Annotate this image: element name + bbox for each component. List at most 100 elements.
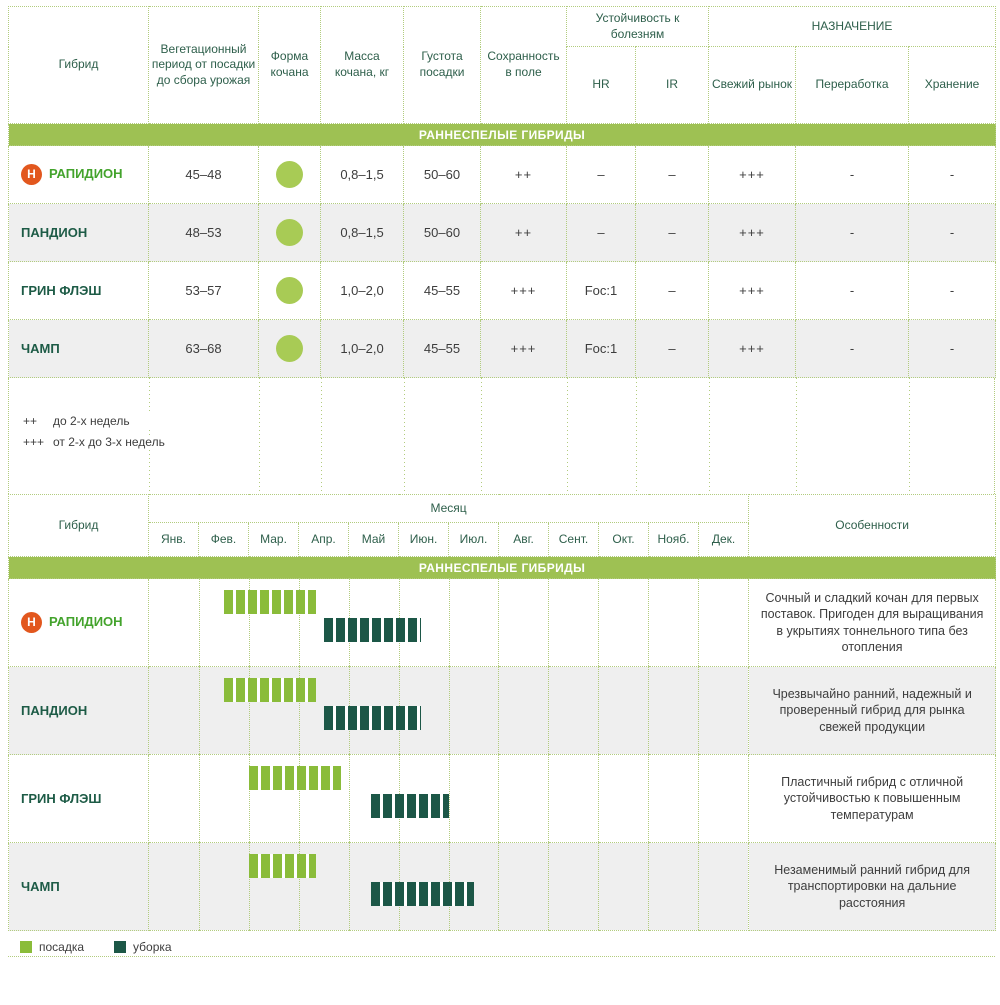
legend-text: от 2-х до 3-х недель (53, 435, 165, 449)
col-header-ir: IR (634, 46, 710, 124)
planting-bar (223, 678, 317, 702)
features-text: Пластичный гибрид с отличной устойчивост… (748, 754, 997, 843)
month-label: Дек. (697, 522, 750, 557)
hybrid-name-cell: ПАНДИОН (8, 203, 149, 262)
month-label: Нояб. (648, 522, 699, 557)
brand-badge-icon: Н (21, 612, 42, 633)
planting-bar (248, 766, 342, 790)
density-value: 45–55 (403, 319, 481, 378)
keeping-legend: ++ до 2-х недель +++ от 2-х до 3-х недель (8, 378, 995, 494)
harvest-bar (371, 794, 449, 818)
legend-line: ++ до 2-х недель (23, 414, 243, 428)
density-value: 45–55 (403, 261, 481, 320)
month-label: Сент. (548, 522, 599, 557)
col-header-purpose: НАЗНАЧЕНИЕ (708, 6, 997, 47)
planting-swatch-icon (20, 941, 32, 953)
col-header-density: Густота посадки (403, 6, 481, 124)
table-row: Н РАПИДИОН 45–48 0,8–1,5 50–60 ++ – – +++… (8, 145, 997, 204)
shape-cell (258, 145, 321, 204)
col-header-storage: Хранение (908, 46, 997, 124)
month-label: Фев. (198, 522, 249, 557)
processing-value: - (795, 145, 910, 204)
col-header-month: Месяц (147, 494, 750, 523)
calendar-bars (149, 843, 748, 930)
brand-badge-icon: Н (21, 164, 42, 185)
month-label: Май (348, 522, 399, 557)
hybrid-name: ПАНДИОН (21, 703, 88, 718)
legend-marker: ++ (23, 414, 38, 428)
hybrid-name-cell: ГРИН ФЛЭШ (8, 261, 149, 320)
col-header-shape: Форма кочана (258, 6, 321, 124)
calendar-table: Гибрид Месяц Особенности Янв. Фев. Мар. … (7, 494, 997, 931)
legend-item: посадка (20, 940, 84, 954)
density-value: 50–60 (403, 145, 481, 204)
harvest-swatch-icon (114, 941, 127, 953)
keeping-value: ++ (480, 145, 567, 204)
calendar-row: ЧАМП Незаменимый ранний гибрид для транс… (8, 842, 997, 931)
density-value: 50–60 (403, 203, 481, 262)
page-bottom-border (8, 956, 995, 957)
section-header: РАННЕСПЕЛЫЕ ГИБРИДЫ (7, 556, 997, 579)
features-text: Сочный и сладкий кочан для первых постав… (748, 578, 997, 667)
hybrid-name-cell: ПАНДИОН (8, 666, 149, 755)
fresh-market-value: +++ (708, 261, 797, 320)
storage-value: - (908, 319, 997, 378)
hybrid-name-cell: Н РАПИДИОН (8, 578, 149, 667)
month-label: Янв. (148, 522, 199, 557)
hr-value: – (566, 145, 636, 204)
hybrid-name-cell: ЧАМП (8, 319, 149, 378)
hybrid-name: ГРИН ФЛЭШ (21, 283, 102, 298)
month-label: Авг. (498, 522, 549, 557)
processing-value: - (795, 203, 910, 262)
hybrid-name: ГРИН ФЛЭШ (21, 791, 102, 806)
shape-cell (258, 203, 321, 262)
calendar-row: ГРИН ФЛЭШ Пластичный гибрид с отличной у… (8, 754, 997, 843)
col-header-resistance: Устойчивость к болезням (565, 6, 710, 47)
harvest-bar (371, 882, 474, 906)
legend-item: уборка (114, 940, 172, 954)
storage-value: - (908, 145, 997, 204)
hybrid-name: ЧАМП (21, 341, 60, 356)
ir-value: – (634, 261, 710, 320)
round-head-shape-icon (276, 335, 303, 362)
month-label: Окт. (598, 522, 649, 557)
processing-value: - (795, 319, 910, 378)
calendar-months-area (147, 666, 750, 755)
col-header-fresh-market: Свежий рынок (708, 46, 797, 124)
calendar-row: Н РАПИДИОН Сочный и сладкий кочан для пер… (8, 578, 997, 667)
ir-value: – (634, 145, 710, 204)
month-label: Июл. (448, 522, 499, 557)
mass-value: 0,8–1,5 (320, 203, 404, 262)
legend-line: +++ от 2-х до 3-х недель (23, 435, 243, 449)
keeping-value: +++ (480, 261, 567, 320)
col-header-keeping: Сохранность в поле (480, 6, 567, 124)
col-header-vegetation: Вегетационный период от посадки до сбора… (148, 6, 259, 124)
round-head-shape-icon (276, 161, 303, 188)
hybrid-name: РАПИДИОН (49, 613, 123, 629)
calendar-row: ПАНДИОН Чрезвычайно ранний, надежный и п… (8, 666, 997, 755)
keeping-value: +++ (480, 319, 567, 378)
hybrid-name-cell: ЧАМП (8, 842, 149, 931)
mass-value: 0,8–1,5 (320, 145, 404, 204)
col-header-mass: Масса кочана, кг (320, 6, 404, 124)
calendar-bars (149, 755, 748, 842)
table-row: ГРИН ФЛЭШ 53–57 1,0–2,0 45–55 +++ Foc:1 … (8, 261, 997, 320)
features-text: Незаменимый ранний гибрид для транспорти… (748, 842, 997, 931)
month-label: Мар. (248, 522, 299, 557)
col-header-hr: HR (566, 46, 636, 124)
hr-value: Foc:1 (566, 319, 636, 378)
calendar-months-area (147, 842, 750, 931)
features-text: Чрезвычайно ранний, надежный и проверенн… (748, 666, 997, 755)
fresh-market-value: +++ (708, 145, 797, 204)
hybrid-name: ЧАМП (21, 879, 60, 894)
calendar-months-area (147, 754, 750, 843)
hybrid-name: РАПИДИОН (49, 165, 123, 181)
hr-value: Foc:1 (566, 261, 636, 320)
hybrid-name: ПАНДИОН (21, 225, 88, 240)
legend-marker: +++ (23, 435, 45, 449)
vegetation-value: 53–57 (148, 261, 259, 320)
section-header: РАННЕСПЕЛЫЕ ГИБРИДЫ (7, 123, 997, 146)
calendar-legend: посадка уборка (8, 931, 995, 956)
calendar-months-area (147, 578, 750, 667)
shape-cell (258, 261, 321, 320)
